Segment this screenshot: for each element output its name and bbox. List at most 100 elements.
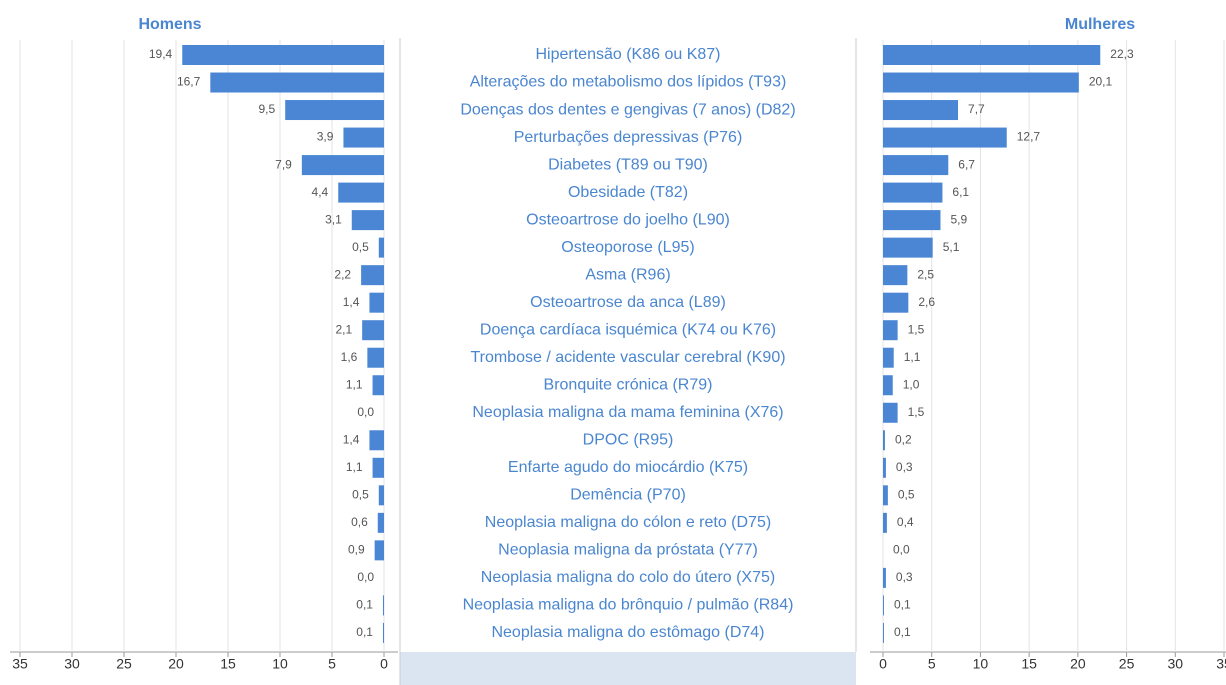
- bar: [338, 182, 384, 203]
- value-label: 16,7: [177, 75, 201, 89]
- bar: [883, 155, 949, 176]
- category-label: Neoplasia maligna da mama feminina (X76): [472, 404, 783, 421]
- value-label: 0,1: [894, 625, 911, 639]
- bar: [372, 457, 384, 478]
- value-label: 19,4: [149, 47, 173, 61]
- value-label: 1,6: [341, 350, 358, 364]
- category-label: Doenças dos dentes e gengivas (7 anos) (…: [460, 101, 795, 118]
- category-label: Osteoporose (L95): [561, 239, 694, 256]
- value-label: 0,0: [357, 405, 374, 419]
- x-tick-label: 0: [879, 656, 887, 672]
- value-label: 0,5: [898, 487, 915, 501]
- bar: [883, 292, 909, 313]
- x-tick-label: 15: [1021, 656, 1037, 672]
- bar: [362, 320, 384, 341]
- bar: [285, 100, 384, 121]
- value-label: 12,7: [1017, 130, 1041, 144]
- value-label: 2,1: [335, 322, 352, 336]
- category-label: Neoplasia maligna do cólon e reto (D75): [485, 514, 771, 531]
- bar: [883, 485, 888, 506]
- x-tick-label: 10: [973, 656, 989, 672]
- category-label: DPOC (R95): [583, 431, 674, 448]
- bar: [883, 430, 885, 451]
- value-label: 20,1: [1089, 75, 1113, 89]
- bar: [883, 237, 933, 258]
- bar: [883, 45, 1101, 65]
- center-footer: [400, 652, 856, 685]
- value-label: 4,4: [312, 185, 329, 199]
- value-label: 1,1: [346, 377, 363, 391]
- bar: [372, 375, 384, 396]
- bar: [883, 457, 886, 478]
- x-tick-label: 20: [168, 656, 184, 672]
- x-tick-label: 25: [1119, 656, 1135, 672]
- value-label: 1,1: [346, 460, 363, 474]
- x-tick-label: 15: [220, 656, 236, 672]
- bar: [883, 595, 884, 616]
- value-label: 0,2: [895, 432, 912, 446]
- value-label: 3,9: [317, 130, 334, 144]
- bar: [382, 595, 384, 616]
- category-label: Diabetes (T89 ou T90): [548, 156, 708, 173]
- bar: [378, 485, 384, 506]
- value-label: 0,3: [896, 460, 913, 474]
- bar: [883, 402, 898, 423]
- bar: [883, 622, 884, 643]
- value-label: 0,5: [352, 487, 369, 501]
- value-label: 0,0: [893, 543, 910, 557]
- category-label: Demência (P70): [570, 487, 686, 504]
- value-label: 1,1: [904, 350, 921, 364]
- category-label: Neoplasia maligna da próstata (Y77): [498, 542, 758, 559]
- bar: [883, 72, 1079, 93]
- value-label: 1,4: [343, 295, 360, 309]
- category-label: Trombose / acidente vascular cerebral (K…: [470, 349, 785, 366]
- bar: [374, 540, 384, 561]
- x-tick-label: 30: [1167, 656, 1183, 672]
- value-label: 6,7: [958, 157, 975, 171]
- value-label: 0,1: [356, 598, 373, 612]
- x-tick-label: 30: [64, 656, 80, 672]
- bar: [883, 512, 887, 533]
- bar: [883, 265, 908, 286]
- value-label: 0,3: [896, 570, 913, 584]
- bar: [382, 622, 384, 643]
- panel-title: Homens: [138, 16, 201, 33]
- category-label: Perturbações depressivas (P76): [514, 129, 743, 146]
- x-tick-label: 10: [272, 656, 288, 672]
- bar: [343, 127, 384, 148]
- bar: [369, 292, 384, 313]
- category-label: Bronquite crónica (R79): [544, 376, 713, 393]
- bar: [182, 45, 384, 65]
- x-tick-label: 20: [1070, 656, 1086, 672]
- category-label: Doença cardíaca isquémica (K74 ou K76): [480, 321, 776, 338]
- bar: [361, 265, 384, 286]
- value-label: 22,3: [1110, 47, 1134, 61]
- value-label: 6,1: [952, 185, 969, 199]
- value-label: 0,5: [352, 240, 369, 254]
- x-tick-label: 5: [928, 656, 936, 672]
- value-label: 9,5: [259, 102, 276, 116]
- bar: [210, 72, 384, 93]
- value-label: 0,9: [348, 543, 365, 557]
- bar: [378, 237, 384, 258]
- category-label: Alterações do metabolismo dos lípidos (T…: [470, 74, 787, 91]
- bar: [377, 512, 384, 533]
- value-label: 7,7: [968, 102, 985, 116]
- category-label: Neoplasia maligna do colo do útero (X75): [481, 569, 775, 586]
- bar: [883, 347, 894, 368]
- value-label: 5,1: [943, 240, 960, 254]
- value-label: 0,0: [357, 570, 374, 584]
- value-label: 2,5: [917, 267, 934, 281]
- value-label: 0,4: [897, 515, 914, 529]
- category-label: Neoplasia maligna do estômago (D74): [491, 624, 764, 641]
- value-label: 5,9: [950, 212, 967, 226]
- x-tick-label: 5: [328, 656, 336, 672]
- bar: [883, 210, 941, 231]
- value-label: 1,5: [908, 322, 925, 336]
- category-label: Osteoartrose do joelho (L90): [526, 211, 730, 228]
- bar: [367, 347, 384, 368]
- x-tick-label: 25: [116, 656, 132, 672]
- x-tick-label: 35: [1216, 656, 1226, 672]
- x-tick-label: 35: [12, 656, 28, 672]
- value-label: 2,2: [334, 267, 351, 281]
